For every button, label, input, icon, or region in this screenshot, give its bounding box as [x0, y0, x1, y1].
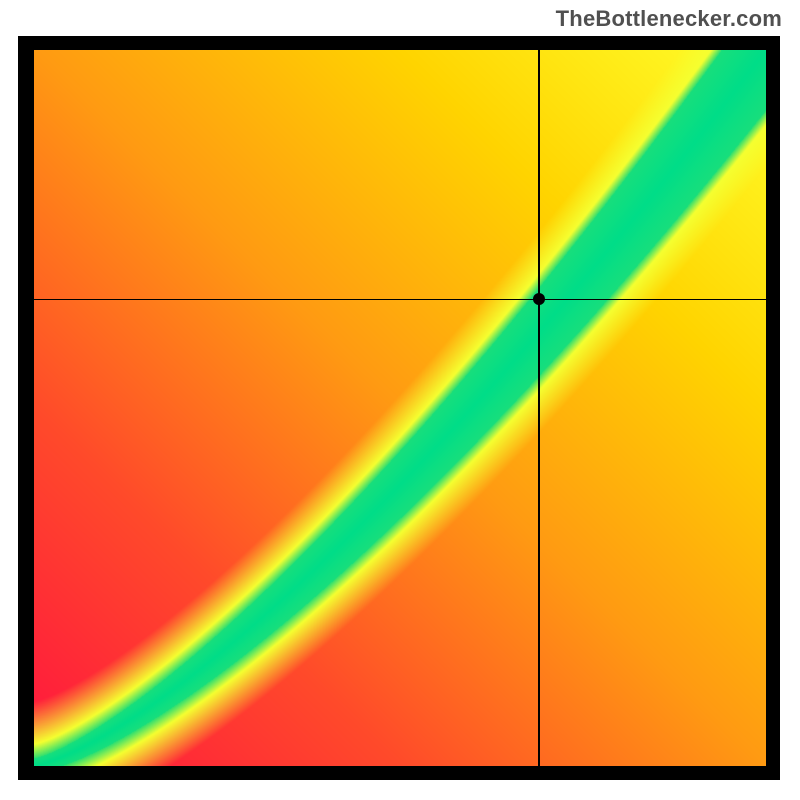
watermark-text: TheBottlenecker.com [556, 6, 782, 32]
marker-dot [533, 293, 545, 305]
chart-container: TheBottlenecker.com [0, 0, 800, 800]
heatmap-canvas [34, 50, 766, 766]
crosshair-horizontal [34, 299, 766, 300]
crosshair-vertical [538, 50, 539, 766]
